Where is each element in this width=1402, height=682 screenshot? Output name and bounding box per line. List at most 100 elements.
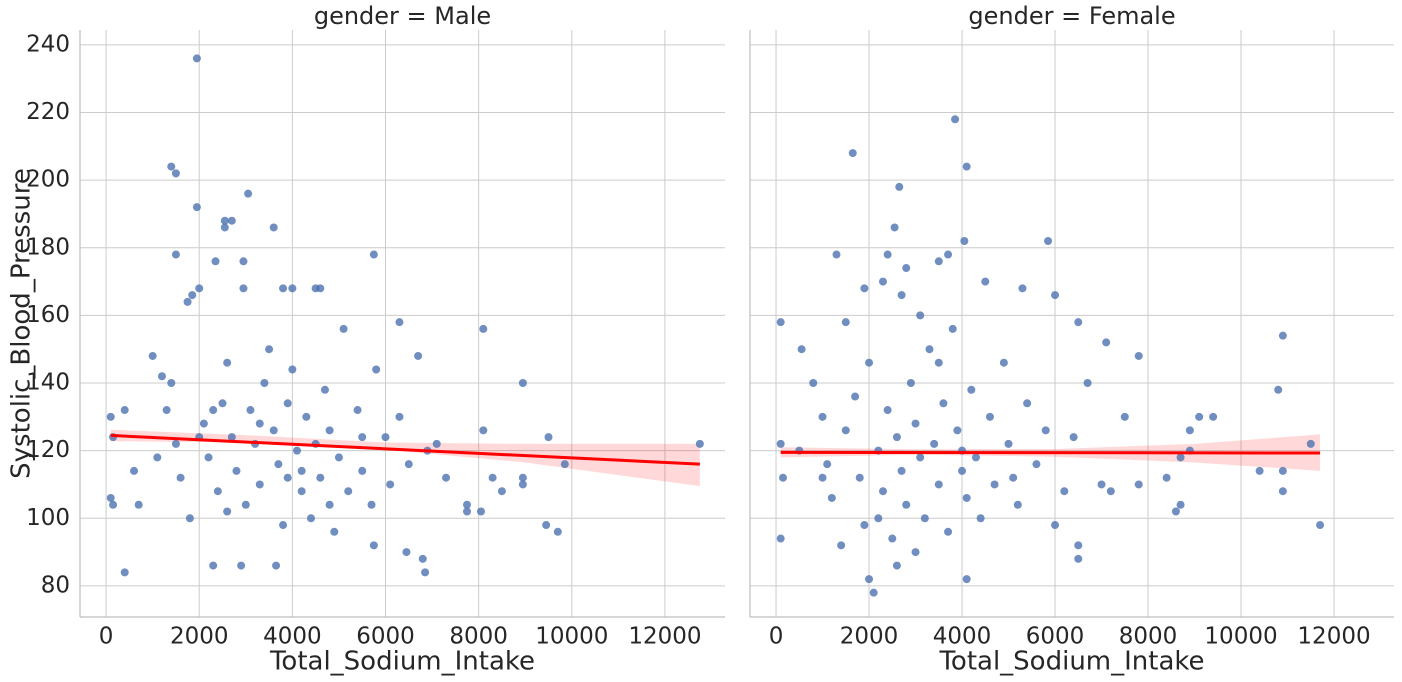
y-tick-label: 220 bbox=[26, 99, 70, 125]
point bbox=[542, 521, 551, 530]
point bbox=[176, 473, 185, 482]
point bbox=[223, 507, 232, 516]
point bbox=[395, 412, 404, 421]
point bbox=[204, 453, 213, 462]
point bbox=[239, 257, 248, 266]
point bbox=[1306, 439, 1315, 448]
point bbox=[897, 291, 906, 300]
point bbox=[1274, 385, 1283, 394]
point bbox=[325, 500, 334, 509]
regression-line bbox=[110, 433, 700, 466]
point bbox=[358, 433, 367, 442]
x-tick-label: 8000 bbox=[1119, 624, 1178, 650]
point bbox=[911, 419, 920, 428]
point bbox=[183, 297, 192, 306]
point bbox=[279, 284, 288, 293]
point bbox=[1185, 426, 1194, 435]
x-tick-label: 10000 bbox=[1204, 624, 1277, 650]
point bbox=[827, 493, 836, 502]
point bbox=[934, 257, 943, 266]
point bbox=[1032, 460, 1041, 469]
point bbox=[818, 412, 827, 421]
point bbox=[1044, 236, 1053, 245]
point bbox=[171, 250, 180, 259]
point bbox=[776, 534, 785, 543]
point bbox=[134, 500, 143, 509]
point bbox=[1041, 426, 1050, 435]
x-tick-label: 0 bbox=[769, 624, 784, 650]
point bbox=[1074, 541, 1083, 550]
point bbox=[939, 399, 948, 408]
x-tick-label: 10000 bbox=[535, 624, 608, 650]
point bbox=[865, 575, 874, 584]
point bbox=[237, 561, 246, 570]
x-tick-label: 12000 bbox=[628, 624, 701, 650]
point bbox=[1255, 466, 1264, 475]
point bbox=[916, 311, 925, 320]
point bbox=[925, 345, 934, 354]
point bbox=[255, 480, 264, 489]
point bbox=[1278, 466, 1287, 475]
x-tick-label: 6000 bbox=[1026, 624, 1085, 650]
point bbox=[279, 521, 288, 530]
point bbox=[832, 250, 841, 259]
point bbox=[369, 541, 378, 550]
x-axis-label: Total_Sodium_Intake bbox=[938, 647, 1204, 677]
point bbox=[897, 466, 906, 475]
point bbox=[213, 487, 222, 496]
point bbox=[239, 284, 248, 293]
panel-title: gender = Female bbox=[968, 2, 1175, 30]
point bbox=[948, 324, 957, 333]
point bbox=[353, 406, 362, 415]
point bbox=[283, 473, 292, 482]
point bbox=[976, 514, 985, 523]
point bbox=[855, 473, 864, 482]
point bbox=[971, 453, 980, 462]
point bbox=[934, 358, 943, 367]
point bbox=[272, 561, 281, 570]
point bbox=[837, 541, 846, 550]
y-tick-label: 160 bbox=[26, 302, 70, 328]
point bbox=[463, 507, 471, 516]
point bbox=[246, 406, 255, 415]
point bbox=[860, 284, 869, 293]
point bbox=[488, 473, 497, 482]
point bbox=[192, 203, 201, 212]
point bbox=[188, 291, 197, 300]
point bbox=[148, 351, 157, 360]
point bbox=[479, 426, 488, 435]
point bbox=[218, 399, 227, 408]
point bbox=[1176, 500, 1185, 509]
point bbox=[906, 379, 915, 388]
point bbox=[1009, 473, 1018, 482]
point bbox=[1278, 487, 1287, 496]
point bbox=[293, 446, 302, 455]
point bbox=[1051, 291, 1060, 300]
point bbox=[162, 406, 171, 415]
point bbox=[404, 460, 413, 469]
point bbox=[553, 527, 562, 536]
point bbox=[297, 487, 306, 496]
regression-line bbox=[780, 450, 1321, 455]
y-tick-label: 200 bbox=[26, 167, 70, 193]
point bbox=[860, 521, 869, 530]
x-tick-label: 4000 bbox=[933, 624, 992, 650]
point bbox=[960, 236, 969, 245]
point bbox=[1209, 412, 1218, 421]
point bbox=[1004, 439, 1013, 448]
point bbox=[106, 493, 115, 502]
point bbox=[288, 284, 297, 293]
x-tick-label: 2000 bbox=[170, 624, 229, 650]
point bbox=[367, 500, 376, 509]
point bbox=[192, 54, 201, 63]
point bbox=[1278, 331, 1287, 340]
point bbox=[402, 548, 411, 557]
point bbox=[167, 379, 176, 388]
point bbox=[167, 162, 176, 171]
point bbox=[869, 588, 878, 597]
point bbox=[265, 345, 274, 354]
point bbox=[227, 433, 236, 442]
point bbox=[211, 257, 220, 266]
x-tick-label: 4000 bbox=[263, 624, 322, 650]
